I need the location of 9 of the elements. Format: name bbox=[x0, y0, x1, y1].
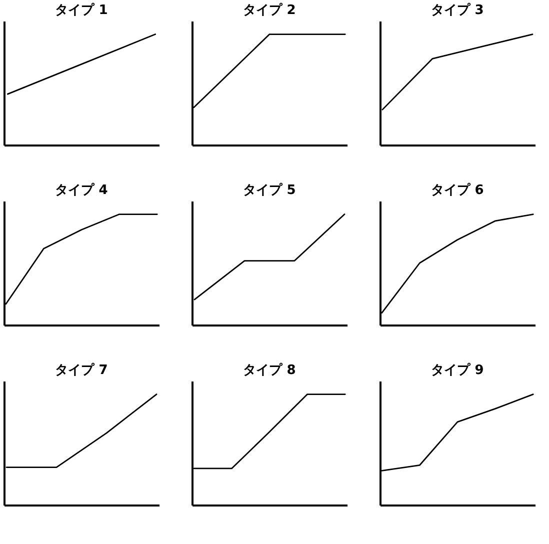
chart-title: タイプ 6 bbox=[431, 182, 484, 198]
chart-title: タイプ 2 bbox=[243, 2, 296, 18]
chart-title: タイプ 7 bbox=[55, 362, 108, 378]
chart-title: タイプ 9 bbox=[431, 362, 484, 378]
chart-title: タイプ 4 bbox=[55, 182, 108, 198]
chart-title: タイプ 5 bbox=[243, 182, 296, 198]
chart-title: タイプ 1 bbox=[55, 2, 108, 18]
chart-title: タイプ 3 bbox=[431, 2, 484, 18]
chart-title: タイプ 8 bbox=[243, 362, 296, 378]
